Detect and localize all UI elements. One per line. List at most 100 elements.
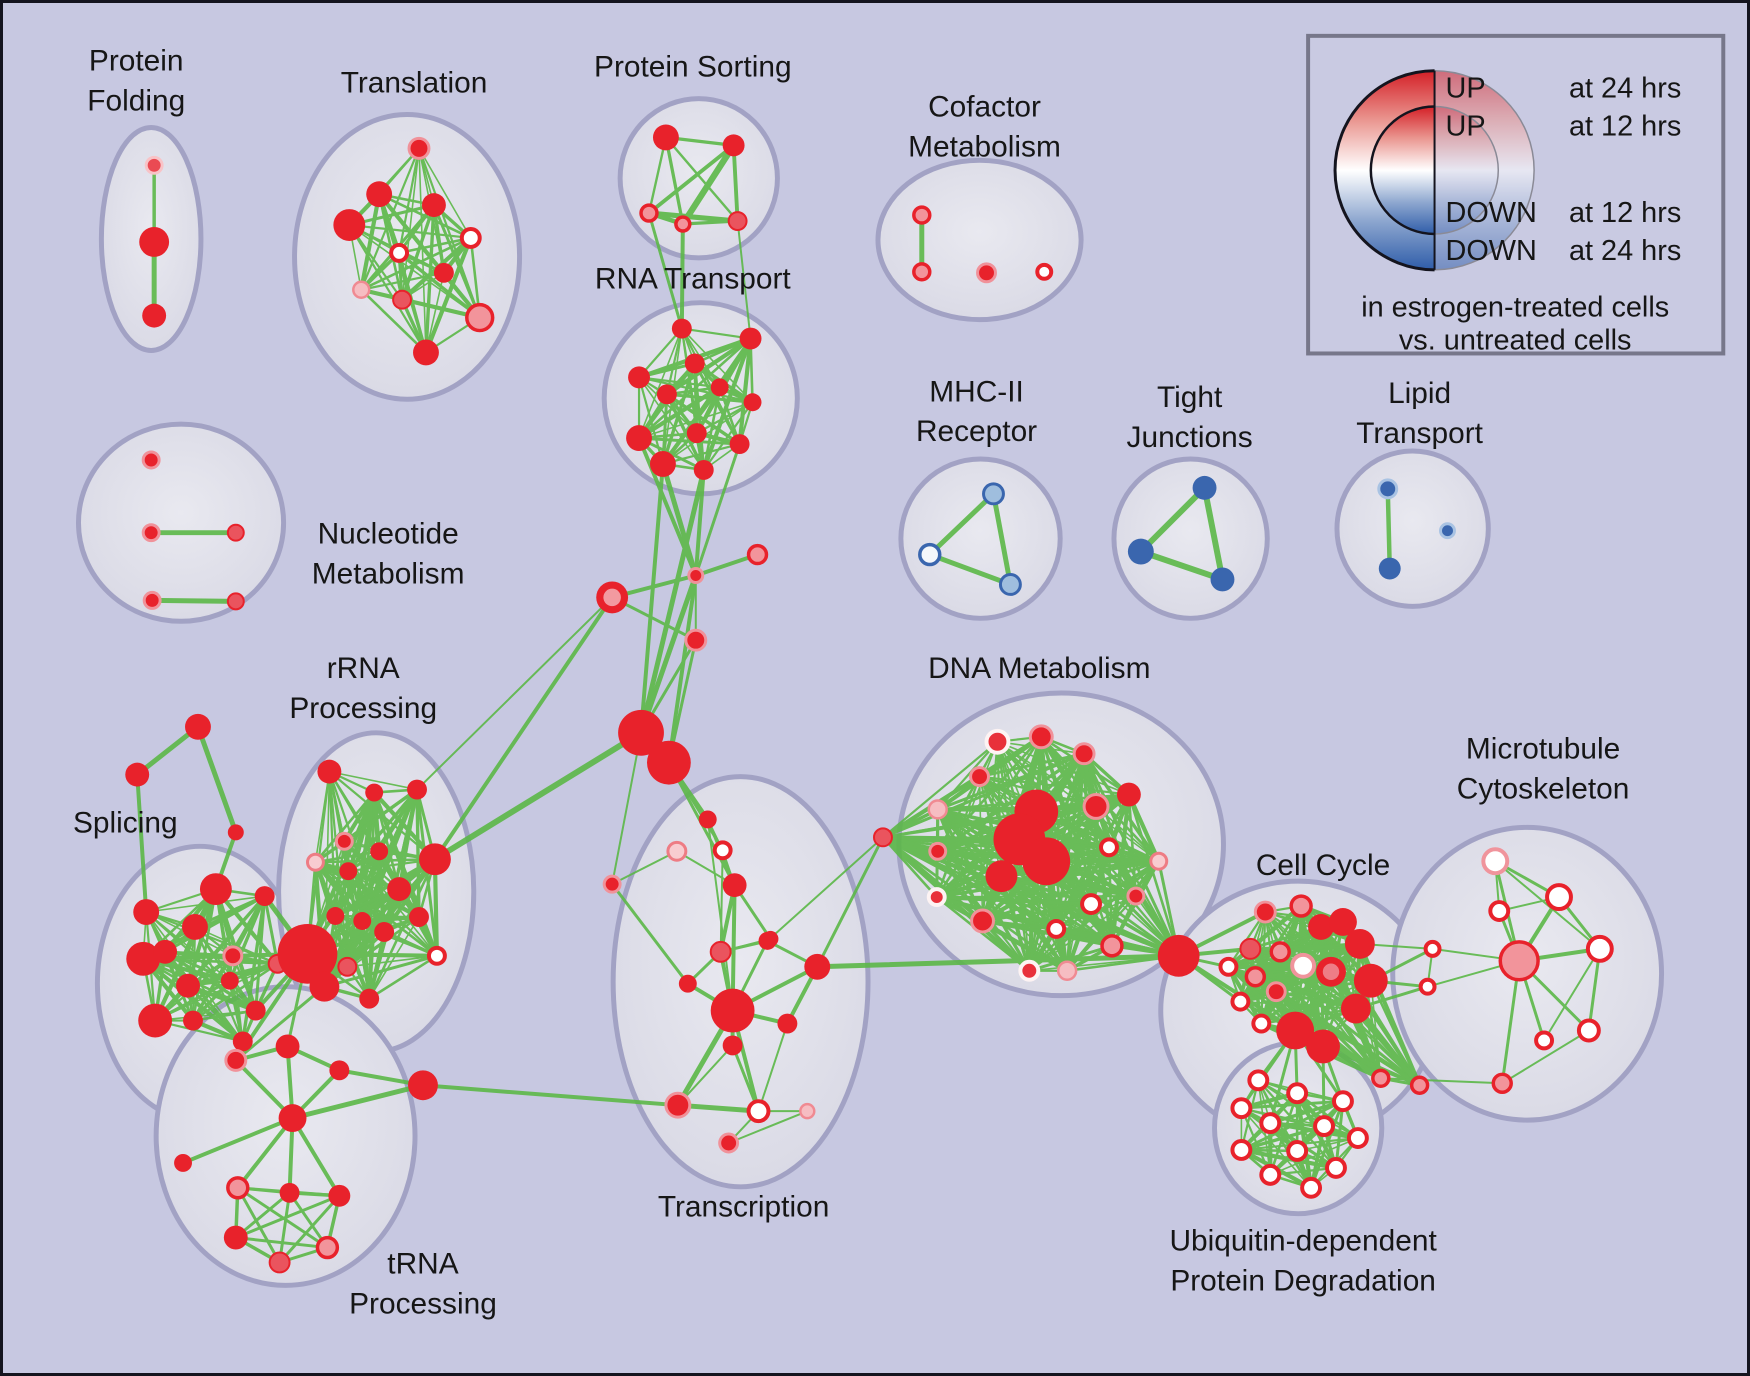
network-edge [706,818,734,1012]
cluster-label-tx: Transcription [658,1191,829,1224]
bridge-edge [766,836,884,942]
cluster-label-cc: Cell Cycle [1256,849,1390,882]
cluster-label-line: Transcription [658,1191,829,1224]
network-edge [1034,809,1181,958]
network-node [985,860,1018,893]
cluster-label-line: Metabolism [312,557,465,590]
network-edge [981,902,1093,923]
cluster-ellipse-tj [1111,456,1270,621]
network-node [712,840,733,861]
network-node [1377,478,1399,500]
network-edge [981,859,1161,923]
network-edge [1385,486,1392,571]
cluster-label-tj: Tight Junctions [1127,381,1253,454]
network-node [138,1003,173,1038]
cluster-label-line: Translation [341,67,488,100]
bridge-edge [736,220,752,340]
network-node [409,907,429,927]
network-edge [679,142,737,228]
network-node [254,886,275,907]
cluster-label-line: Protein Sorting [594,51,792,84]
network-edge [927,491,996,558]
network-edge [1494,860,1601,950]
bridge-edge [647,211,684,331]
network-edge [1201,484,1226,583]
network-node [1127,538,1154,565]
network-edge [346,955,438,968]
network-edge [695,401,754,435]
cluster-label-rt: RNA Transport [595,263,792,296]
network-node [969,766,990,788]
network-edge [191,962,279,1022]
network-node [1099,837,1119,858]
cluster-label-line: Protein [89,45,184,78]
cluster-label-line: rRNA [327,652,400,685]
network-node [153,939,178,964]
network-edge [348,223,428,354]
bridge-edge [638,467,707,736]
cluster-label-line: DNA Metabolism [928,652,1150,685]
network-node [328,1184,351,1207]
cluster-label-line: Lipid [1388,377,1451,410]
network-node [1488,900,1511,922]
network-node [185,713,211,740]
cluster-label-line: Ubiquitin-dependent [1169,1225,1437,1258]
cluster-label-mhc: MHC-II Receptor [916,375,1037,448]
network-node [174,1153,192,1172]
network-node [1353,963,1388,998]
network-node [226,592,245,611]
network-node [370,842,389,861]
network-node [176,973,200,998]
network-node [142,303,167,328]
network-edge [637,376,721,389]
network-edge [290,1082,426,1121]
network-edge [234,1194,341,1240]
network-node [928,841,948,861]
network-edge [676,1044,734,1107]
network-node [628,366,650,389]
network-edge [1127,793,1138,898]
network-node [1286,1140,1309,1162]
network-node [652,124,679,151]
network-edge [701,336,753,473]
network-node [1230,1139,1253,1161]
cluster-label-tl: Translation [341,67,488,100]
network-node [1218,956,1239,977]
cluster-label-pf: Protein Folding [87,45,185,118]
network-edge [702,386,721,472]
network-edge [611,850,678,886]
network-node [626,425,652,452]
network-node [1046,918,1067,939]
legend-direction-label: UP [1446,73,1486,105]
network-node [739,327,762,350]
network-edge [359,288,428,354]
network-edge [194,926,279,965]
network-node [232,1031,253,1052]
network-node [1423,939,1442,958]
network-node-core [603,588,621,607]
network-edge [163,894,267,954]
network-node [392,289,413,310]
network-node [278,1104,307,1133]
network-node [1230,1097,1253,1120]
network-edge [1227,965,1421,1087]
network-edge [328,770,418,791]
network-node [693,459,714,480]
network-node [305,852,325,872]
network-node [1028,724,1054,750]
network-node [359,988,380,1009]
network-node [718,1132,740,1154]
network-edge [693,552,760,578]
network-node [275,1034,300,1059]
cluster-ellipse-lt [1334,448,1491,609]
network-node [1498,940,1540,982]
network-node [686,423,707,444]
network-node [1116,782,1141,807]
network-edge [664,135,685,226]
cluster-label-mt: Microtubule Cytoskeleton [1457,733,1630,806]
bridge-edge [416,596,614,791]
network-node [337,956,358,977]
network-node [1056,960,1078,981]
legend-footnote: vs. untreated cells [1399,324,1632,356]
network-node [353,912,372,930]
